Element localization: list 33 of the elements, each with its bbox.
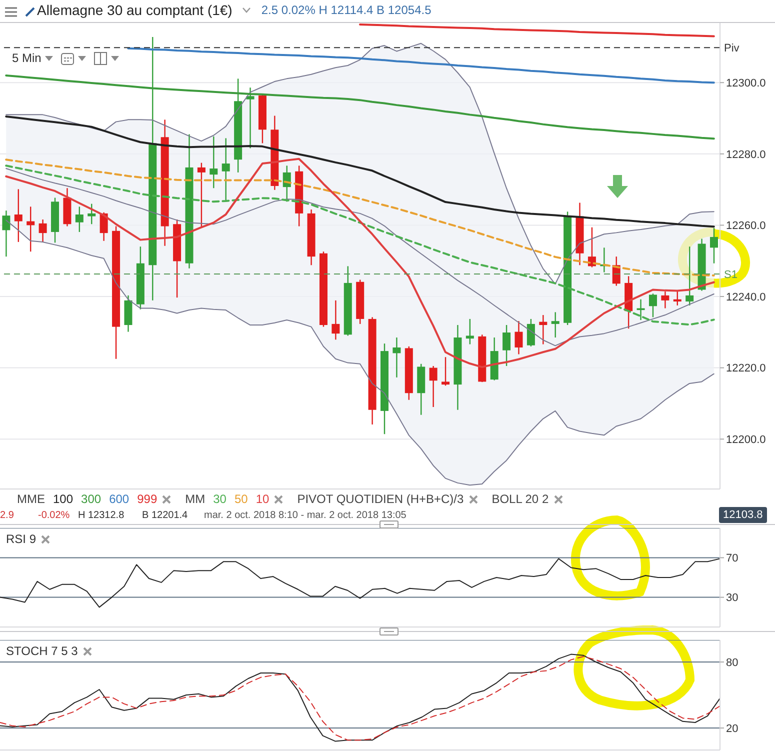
y-tick-label: 12300.0	[726, 78, 766, 90]
y-tick-label: 12220.0	[726, 362, 766, 375]
text: -0.02%	[38, 510, 70, 521]
chart-title: STOCH 7 5 3	[6, 644, 79, 658]
y-tick-label: 12240.0	[726, 291, 766, 304]
text: 300	[81, 492, 102, 506]
text: 600	[109, 492, 130, 506]
y-tick-label: 12200.0	[726, 434, 766, 446]
text: 100	[53, 492, 74, 506]
chart-subtitle: 2.5 0.02% H 12114.4 B 12054.5	[261, 3, 432, 17]
y-tick-label: 30	[726, 592, 738, 604]
text: 30	[213, 492, 226, 506]
text: MM	[185, 492, 206, 506]
text: PIVOT QUOTIDIEN (H+B+C)/3	[297, 492, 464, 506]
ref-line-label: Piv	[724, 42, 740, 55]
y-tick-label: 12260.0	[726, 220, 766, 232]
annotation: 5 Min	[12, 51, 42, 65]
text: MME	[17, 492, 45, 506]
y-tick-label: 20	[726, 722, 738, 735]
text: 2.9	[0, 510, 14, 521]
y-tick-label: 70	[726, 552, 738, 565]
text: mar. 2 oct. 2018 8:10 - mar. 2 oct. 2018 13:05	[204, 510, 406, 521]
text: BOLL 20 2	[492, 492, 549, 506]
chart-title: RSI 9	[6, 532, 38, 546]
y-tick-label: 80	[726, 656, 738, 669]
text: 50	[234, 492, 248, 506]
text: 10	[256, 492, 270, 506]
text: H 12312.8	[78, 510, 124, 521]
chart-title: Allemagne 30 au comptant (1€)	[37, 2, 232, 18]
text: 999	[137, 492, 158, 506]
text: 12103.8	[719, 507, 767, 523]
text: B 12201.4	[142, 510, 188, 521]
y-tick-label: 12280.0	[726, 148, 766, 161]
